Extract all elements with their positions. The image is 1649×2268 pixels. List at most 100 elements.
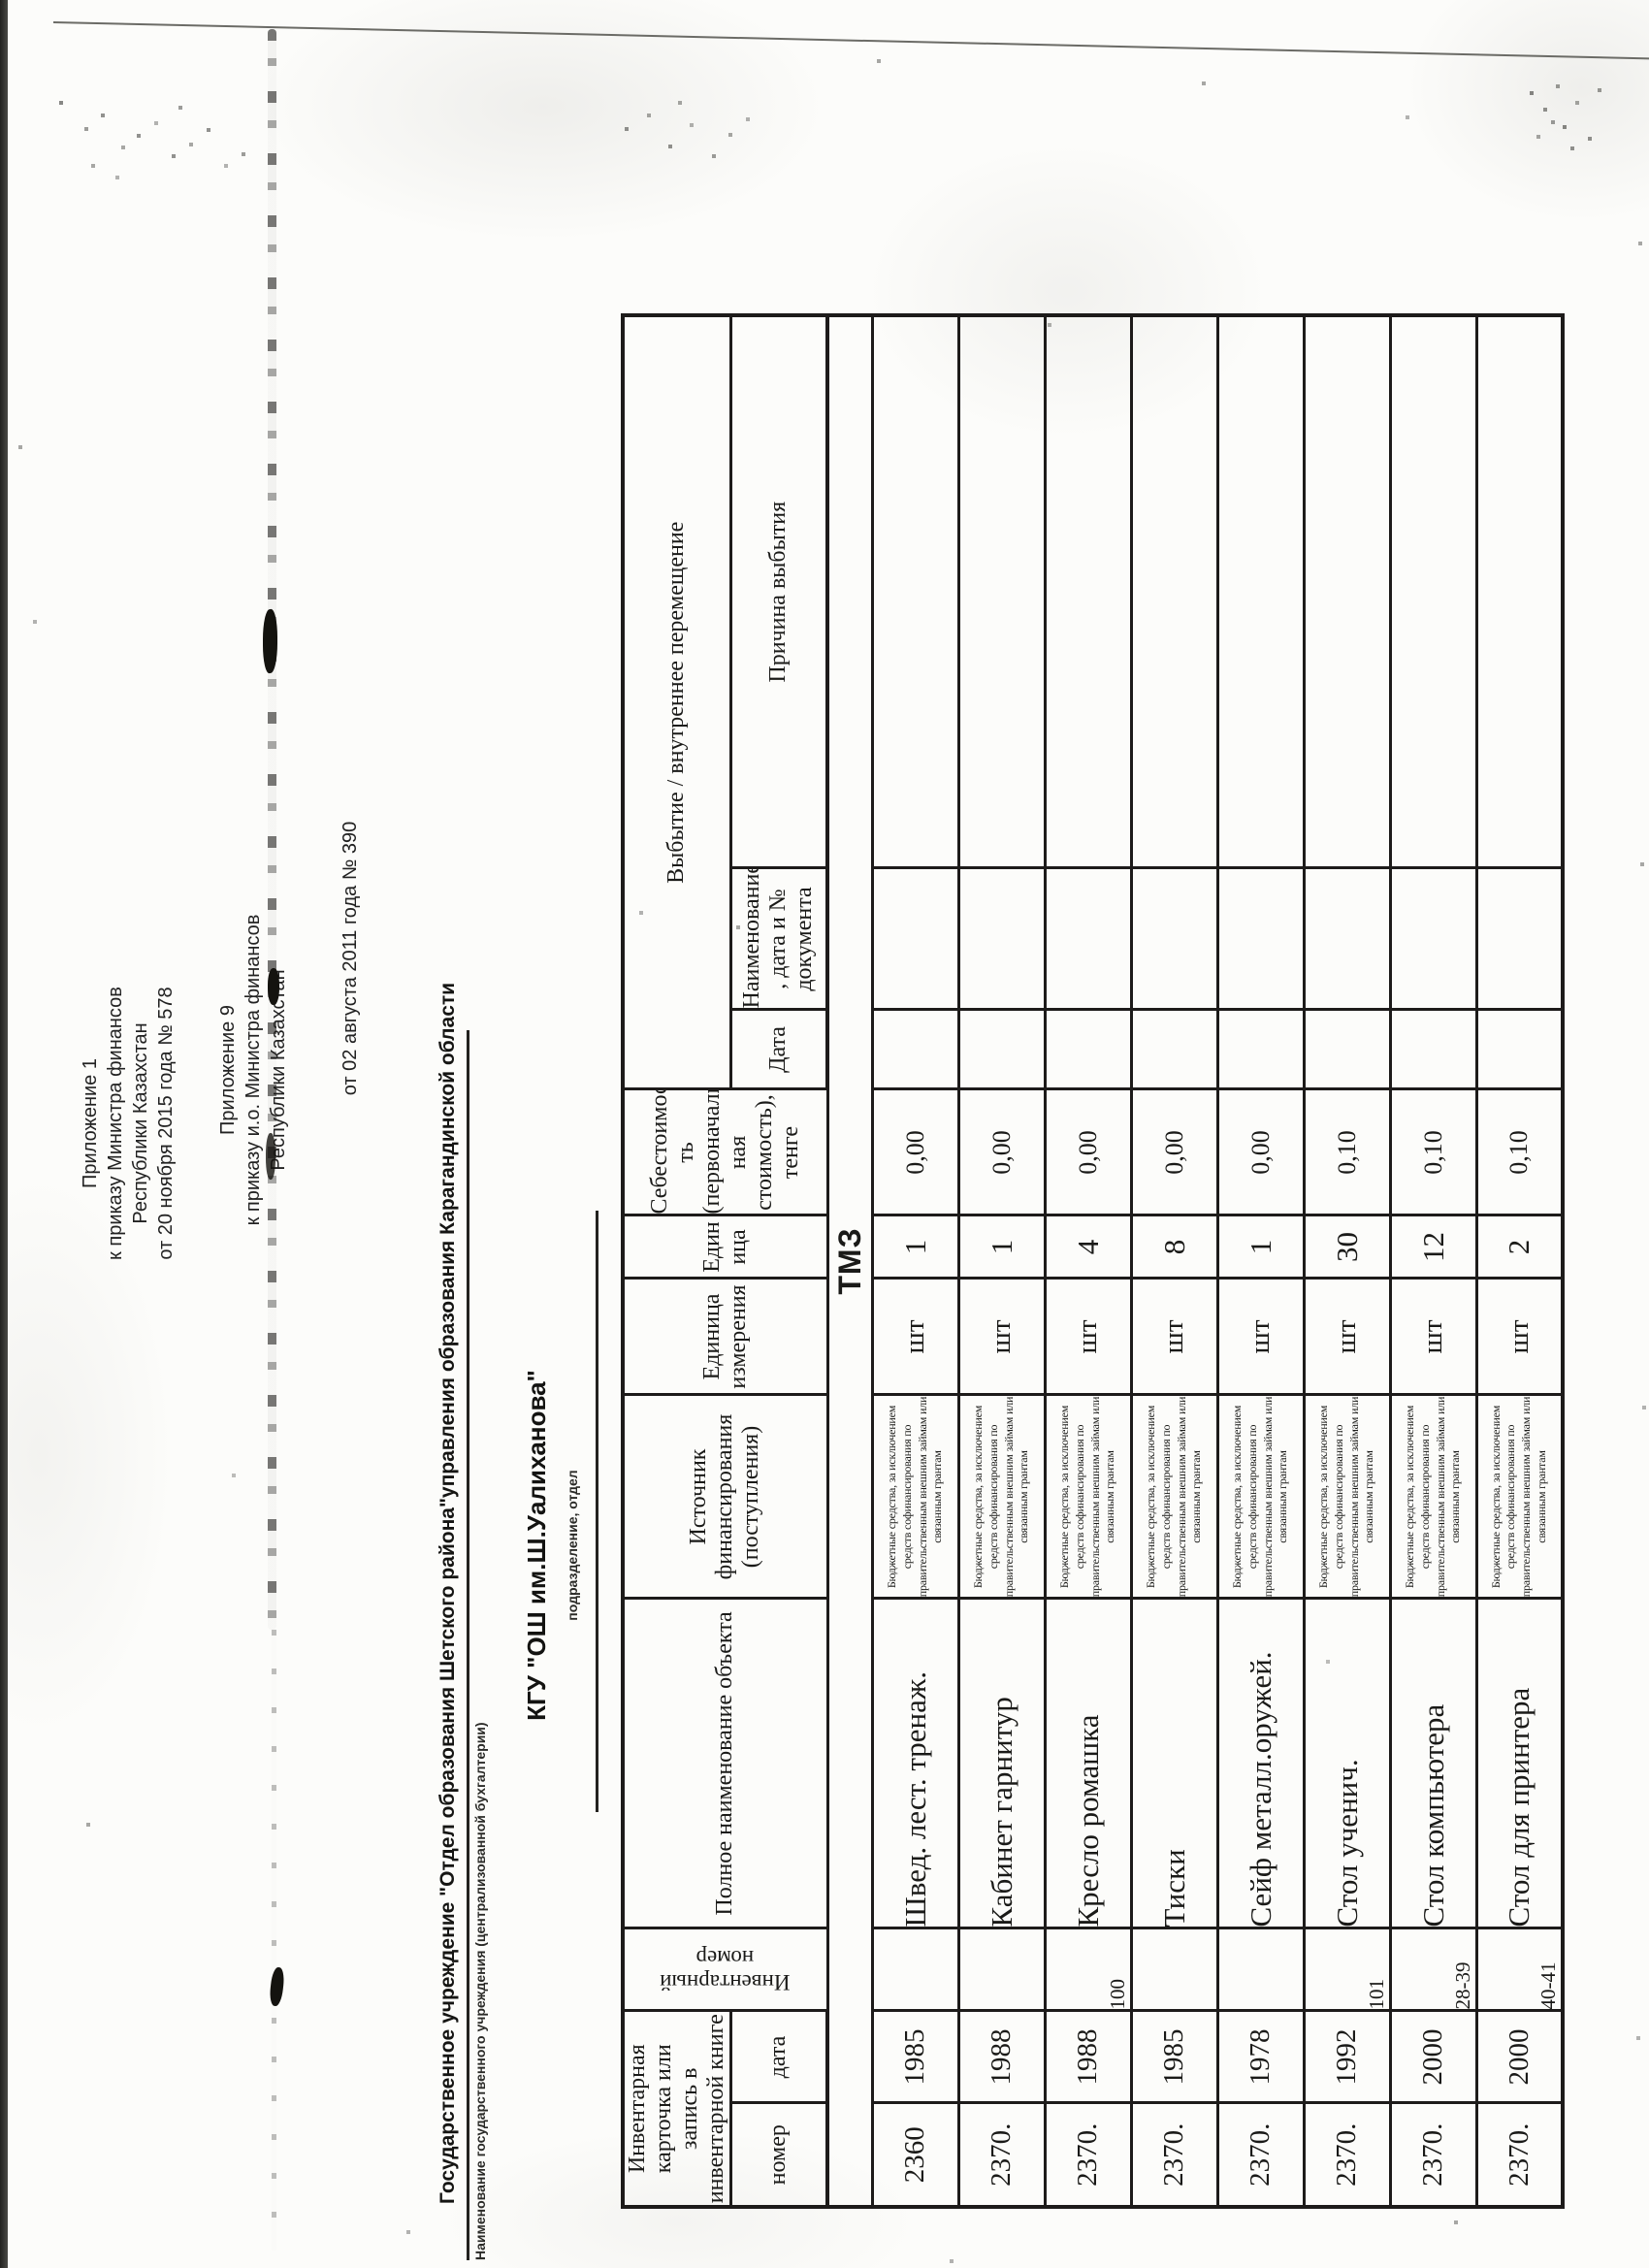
cell-card-number: 2370. xyxy=(1390,2103,1476,2207)
cell-quantity: 12 xyxy=(1390,1215,1476,1279)
cell-object-name: Стол для принтера xyxy=(1476,1599,1563,1928)
col-header-inventory-number-label: Инвентарный номер xyxy=(660,1945,791,1994)
cell-quantity: 4 xyxy=(1045,1215,1131,1279)
cell-funding-source: Бюджетные средства, за исключением средс… xyxy=(1390,1395,1476,1599)
col-header-inventory-card: Инвентарная карточка или запись в инвент… xyxy=(623,2011,730,2207)
cell-cost: 0,00 xyxy=(958,1089,1045,1215)
organization-name: Государственное учреждение "Отдел образо… xyxy=(436,982,459,2204)
cell-funding-source: Бюджетные средства, за исключением средс… xyxy=(1217,1395,1304,1599)
scan-artifact-ink-blob xyxy=(268,968,279,1005)
cell-card-date: 1988 xyxy=(1045,2011,1131,2103)
table-row: 2360 1985 Швед. лест. тренаж. Бюджетные … xyxy=(872,315,958,2207)
cell-unit: шт xyxy=(1131,1279,1217,1395)
cell-inventory-number: 28-39 xyxy=(1390,1928,1476,2011)
cell-object-name: Кабинет гарнитур xyxy=(958,1599,1045,1928)
cell-disposal-date xyxy=(1131,1010,1217,1089)
cell-cost: 0,00 xyxy=(872,1089,958,1215)
organization-caption: Наименование государственного учреждения… xyxy=(472,1722,488,2260)
table-row: 2370. 1988 100 Кресло ромашка Бюджетные … xyxy=(1045,315,1131,2207)
col-header-disposal-date: Дата xyxy=(730,1010,827,1089)
cell-card-number: 2360 xyxy=(872,2103,958,2207)
cell-unit: шт xyxy=(1045,1279,1131,1395)
cell-card-number: 2370. xyxy=(1131,2103,1217,2207)
vertical-header-wrap: Инвентарный номер xyxy=(640,1930,811,2010)
col-header-unit-of-measure: Единица измерения xyxy=(623,1279,827,1395)
cell-inventory-number: 101 xyxy=(1304,1928,1390,2011)
cell-disposal-date xyxy=(958,1010,1045,1089)
cell-disposal-reason xyxy=(872,315,958,868)
section-row: ТМЗ xyxy=(827,315,872,2207)
cell-disposal-reason xyxy=(1131,315,1217,868)
cell-quantity: 1 xyxy=(958,1215,1045,1279)
cell-unit: шт xyxy=(1304,1279,1390,1395)
appendix-line: Приложение 1 xyxy=(80,1058,101,1188)
cell-disposal-doc xyxy=(1304,868,1390,1010)
cell-cost: 0,00 xyxy=(1131,1089,1217,1215)
cell-card-date: 1988 xyxy=(958,2011,1045,2103)
col-header-disposal-reason: Причина выбытия xyxy=(730,315,827,868)
cell-card-date: 2000 xyxy=(1390,2011,1476,2103)
table-row: 2370. 2000 28-39 Стол компьютера Бюджетн… xyxy=(1390,315,1476,2207)
cell-cost: 0,10 xyxy=(1304,1089,1390,1215)
table-row: 2370. 2000 40-41 Стол для принтера Бюдже… xyxy=(1476,315,1563,2207)
scan-artifact-left-edge xyxy=(0,0,8,2268)
appendix-line: от 20 ноября 2015 года № 578 xyxy=(155,987,177,1260)
col-header-inventory-number: Инвентарный номер xyxy=(623,1928,827,2011)
inventory-table: Инвентарная карточка или запись в инвент… xyxy=(621,313,1565,2209)
scan-artifact-fold-streak xyxy=(268,29,276,1630)
scan-artifact-ink-blob xyxy=(266,1133,275,1180)
cell-disposal-reason xyxy=(1390,315,1476,868)
cell-disposal-doc xyxy=(1217,868,1304,1010)
col-header-funding-source: Источник финансирования (поступления) xyxy=(623,1395,827,1599)
cell-disposal-date xyxy=(1476,1010,1563,1089)
cell-disposal-reason xyxy=(1304,315,1390,868)
cell-disposal-date xyxy=(872,1010,958,1089)
cell-cost: 0,10 xyxy=(1476,1089,1563,1215)
cell-quantity: 2 xyxy=(1476,1215,1563,1279)
cell-funding-source: Бюджетные средства, за исключением средс… xyxy=(1304,1395,1390,1599)
cell-inventory-number xyxy=(1131,1928,1217,2011)
appendix-note-2: Приложение 9 к приказу и.о. Министра фин… xyxy=(215,750,291,1390)
col-header-disposal-group: Выбытие / внутреннее перемещение xyxy=(623,315,730,1089)
cell-card-date: 1992 xyxy=(1304,2011,1390,2103)
cell-object-name: Стол ученич. xyxy=(1304,1599,1390,1928)
cell-funding-source: Бюджетные средства, за исключением средс… xyxy=(1476,1395,1563,1599)
table-row: 2370. 1985 Тиски Бюджетные средства, за … xyxy=(1131,315,1217,2207)
cell-funding-source: Бюджетные средства, за исключением средс… xyxy=(958,1395,1045,1599)
col-header-full-name: Полное наименование объекта xyxy=(623,1599,827,1928)
cell-card-number: 2370. xyxy=(958,2103,1045,2207)
cell-disposal-doc xyxy=(958,868,1045,1010)
cell-card-date: 1985 xyxy=(1131,2011,1217,2103)
cell-object-name: Сейф металл.оружей. xyxy=(1217,1599,1304,1928)
appendix-line: Республики Казахстан xyxy=(130,1022,151,1224)
cell-card-date: 1985 xyxy=(872,2011,958,2103)
cell-cost: 0,00 xyxy=(1217,1089,1304,1215)
scan-artifact-speckles xyxy=(0,0,2,2)
cell-unit: шт xyxy=(1217,1279,1304,1395)
section-row-label: ТМЗ xyxy=(827,315,872,2207)
cell-funding-source: Бюджетные средства, за исключением средс… xyxy=(872,1395,958,1599)
cell-funding-source: Бюджетные средства, за исключением средс… xyxy=(1045,1395,1131,1599)
cell-disposal-reason xyxy=(1217,315,1304,868)
cell-card-number: 2370. xyxy=(1217,2103,1304,2207)
cell-quantity: 8 xyxy=(1131,1215,1217,1279)
cell-cost: 0,10 xyxy=(1390,1089,1476,1215)
cell-disposal-date xyxy=(1045,1010,1131,1089)
cell-card-date: 1978 xyxy=(1217,2011,1304,2103)
col-header-unit: Един ица xyxy=(623,1215,827,1279)
cell-disposal-reason xyxy=(1045,315,1131,868)
col-header-disposal-doc: Наименование , дата и № документа xyxy=(730,868,827,1010)
cell-card-number: 2370. xyxy=(1045,2103,1131,2207)
cell-object-name: Стол компьютера xyxy=(1390,1599,1476,1928)
appendix-note-1: Приложение 1 к приказу Министра финансов… xyxy=(78,808,178,1439)
cell-unit: шт xyxy=(1390,1279,1476,1395)
scan-artifact-fold-streak-lower xyxy=(272,1630,276,2251)
cell-disposal-doc xyxy=(872,868,958,1010)
cell-disposal-doc xyxy=(1390,868,1476,1010)
cell-funding-source: Бюджетные средства, за исключением средс… xyxy=(1131,1395,1217,1599)
organization-underline xyxy=(467,1030,469,2260)
cell-card-date: 2000 xyxy=(1476,2011,1563,2103)
cell-card-number: 2370. xyxy=(1304,2103,1390,2207)
appendix-note-2-date: от 02 августа 2011 года № 390 xyxy=(340,821,361,1096)
